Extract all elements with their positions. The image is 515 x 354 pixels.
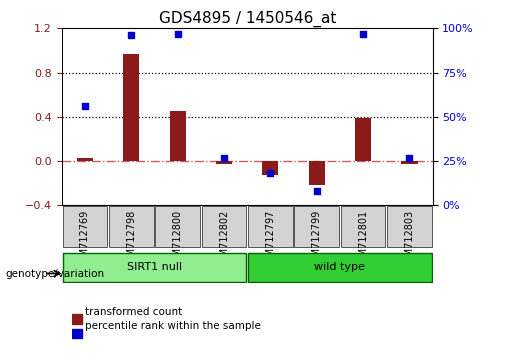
Text: GSM712803: GSM712803 <box>404 210 415 269</box>
FancyBboxPatch shape <box>248 206 293 247</box>
Bar <box>72 329 82 338</box>
Text: wild type: wild type <box>315 262 365 272</box>
Point <box>174 31 182 36</box>
Text: transformed count: transformed count <box>85 307 182 316</box>
Bar <box>355 118 371 161</box>
FancyBboxPatch shape <box>341 206 385 247</box>
Text: GSM712799: GSM712799 <box>312 210 322 269</box>
Point <box>359 31 367 36</box>
Title: GDS4895 / 1450546_at: GDS4895 / 1450546_at <box>159 11 336 27</box>
Point <box>81 103 89 109</box>
Point <box>220 155 228 160</box>
FancyBboxPatch shape <box>202 206 246 247</box>
Text: GSM712802: GSM712802 <box>219 210 229 269</box>
Bar <box>262 161 279 176</box>
Bar <box>216 161 232 164</box>
Text: GSM712800: GSM712800 <box>173 210 183 269</box>
Bar <box>72 314 82 324</box>
Text: SIRT1 null: SIRT1 null <box>127 262 182 272</box>
Bar <box>401 161 418 164</box>
FancyBboxPatch shape <box>109 206 153 247</box>
Bar <box>169 111 186 161</box>
Point <box>405 155 414 160</box>
Point <box>127 33 135 38</box>
Text: genotype/variation: genotype/variation <box>5 269 104 279</box>
FancyBboxPatch shape <box>387 206 432 247</box>
FancyBboxPatch shape <box>156 206 200 247</box>
Text: GSM712798: GSM712798 <box>126 210 136 269</box>
Text: GSM712797: GSM712797 <box>265 210 276 269</box>
Point <box>266 171 274 176</box>
Bar <box>123 54 140 161</box>
FancyBboxPatch shape <box>63 253 246 282</box>
Bar <box>308 161 325 185</box>
FancyBboxPatch shape <box>248 253 432 282</box>
Text: percentile rank within the sample: percentile rank within the sample <box>85 321 261 331</box>
FancyBboxPatch shape <box>63 206 107 247</box>
Text: GSM712801: GSM712801 <box>358 210 368 269</box>
Point <box>313 188 321 194</box>
Text: GSM712769: GSM712769 <box>80 210 90 269</box>
FancyBboxPatch shape <box>295 206 339 247</box>
Bar <box>77 158 93 161</box>
